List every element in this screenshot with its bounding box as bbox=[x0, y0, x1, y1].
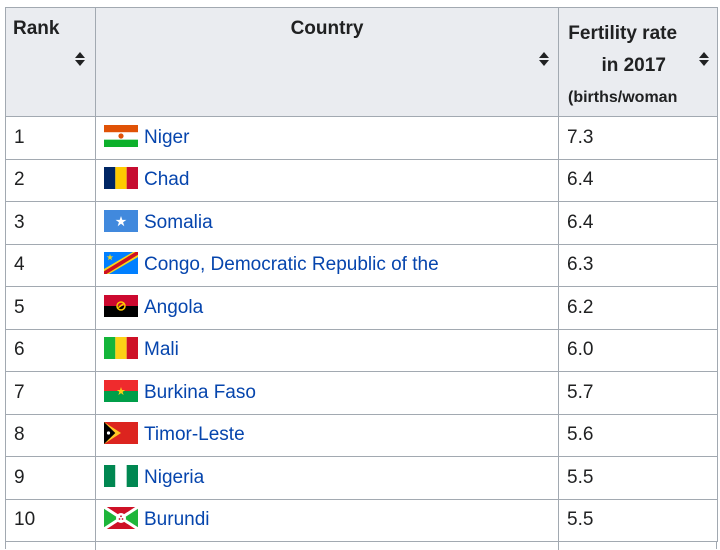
table-header-row: Rank Country Fertility rate in 2017 (bir… bbox=[5, 7, 718, 117]
table-row: 5 Angola 6.2 bbox=[5, 286, 718, 330]
somalia-flag-icon bbox=[104, 209, 138, 232]
rank-cell: 9 bbox=[5, 456, 96, 500]
table-row: 7 Burkina Faso 5.7 bbox=[5, 371, 718, 415]
country-cell: Mali bbox=[95, 328, 559, 372]
table-row: 10 Burundi 5.5 bbox=[5, 498, 718, 542]
country-link[interactable]: Mali bbox=[144, 339, 179, 361]
rank-cell: 8 bbox=[5, 413, 96, 457]
country-column-header[interactable]: Country bbox=[95, 7, 559, 117]
nigeria-flag-icon bbox=[104, 464, 138, 487]
country-link[interactable]: Chad bbox=[144, 169, 190, 191]
country-cell: Chad bbox=[95, 158, 559, 202]
table-row: 9 Nigeria 5.5 bbox=[5, 456, 718, 500]
country-link[interactable]: Niger bbox=[144, 126, 190, 148]
dr-congo-flag-icon bbox=[104, 252, 138, 275]
country-link[interactable]: Timor-Leste bbox=[144, 424, 245, 446]
sort-fertility-icon[interactable] bbox=[699, 52, 709, 68]
table-row: 2 Chad 6.4 bbox=[5, 158, 718, 202]
rank-cell: 5 bbox=[5, 286, 96, 330]
rank-cell: 3 bbox=[5, 201, 96, 245]
rank-header-label: Rank bbox=[13, 18, 60, 39]
mali-flag-icon bbox=[104, 337, 138, 360]
niger-flag-icon bbox=[104, 124, 138, 147]
country-link[interactable]: Burkina Faso bbox=[144, 381, 256, 403]
fertility-header-label: Fertility rate in 2017 (births/woman bbox=[568, 23, 678, 106]
country-cell: Burkina Faso bbox=[95, 371, 559, 415]
fertility-cell: 7.3 bbox=[558, 116, 718, 160]
rank-column-header[interactable]: Rank bbox=[5, 7, 96, 117]
country-cell: Angola bbox=[95, 286, 559, 330]
table-row: 8 Timor-Leste 5.6 bbox=[5, 413, 718, 457]
rank-cell: 2 bbox=[5, 158, 96, 202]
fertility-cell: 6.2 bbox=[558, 286, 718, 330]
country-header-label: Country bbox=[290, 18, 364, 39]
country-cell: Niger bbox=[95, 116, 559, 160]
country-link[interactable]: Somalia bbox=[144, 211, 213, 233]
timor-leste-flag-icon bbox=[104, 422, 138, 445]
fertility-cell: 6.0 bbox=[558, 328, 718, 372]
fertility-cell: 5.5 bbox=[558, 498, 718, 542]
rank-cell: 1 bbox=[5, 116, 96, 160]
table-row: 6 Mali 6.0 bbox=[5, 328, 718, 372]
country-link[interactable]: Burundi bbox=[144, 509, 210, 531]
fertility-column-header[interactable]: Fertility rate in 2017 (births/woman bbox=[558, 7, 718, 117]
burkina-faso-flag-icon bbox=[104, 379, 138, 402]
rank-cell: 10 bbox=[5, 498, 96, 542]
rank-cell: 7 bbox=[5, 371, 96, 415]
country-link[interactable]: Congo, Democratic Republic of the bbox=[144, 254, 439, 276]
fertility-cell: 6.4 bbox=[558, 158, 718, 202]
country-link[interactable]: Nigeria bbox=[144, 466, 205, 488]
burundi-flag-icon bbox=[104, 507, 138, 530]
fertility-cell: 6.4 bbox=[558, 201, 718, 245]
country-cell: Congo, Democratic Republic of the bbox=[95, 243, 559, 287]
sort-rank-icon[interactable] bbox=[75, 52, 85, 68]
fertility-cell: 5.5 bbox=[558, 456, 718, 500]
country-cell: Timor-Leste bbox=[95, 413, 559, 457]
fertility-cell: 6.3 bbox=[558, 243, 718, 287]
country-link[interactable]: Angola bbox=[144, 296, 204, 318]
table-row: 1 Niger 7.3 bbox=[5, 116, 718, 160]
table-row: 3 Somalia 6.4 bbox=[5, 201, 718, 245]
rank-cell: 6 bbox=[5, 328, 96, 372]
rank-cell: 4 bbox=[5, 243, 96, 287]
fertility-cell: 5.7 bbox=[558, 371, 718, 415]
country-cell: Burundi bbox=[95, 498, 559, 542]
table-row: 4 Congo, Democratic Republic of the 6.3 bbox=[5, 243, 718, 287]
country-cell: Somalia bbox=[95, 201, 559, 245]
sort-country-icon[interactable] bbox=[539, 52, 549, 68]
angola-flag-icon bbox=[104, 294, 138, 317]
fertility-rate-table: Rank Country Fertility rate in 2017 (bir… bbox=[5, 7, 718, 542]
next-row-partial bbox=[5, 541, 717, 550]
country-cell: Nigeria bbox=[95, 456, 559, 500]
chad-flag-icon bbox=[104, 167, 138, 190]
fertility-cell: 5.6 bbox=[558, 413, 718, 457]
